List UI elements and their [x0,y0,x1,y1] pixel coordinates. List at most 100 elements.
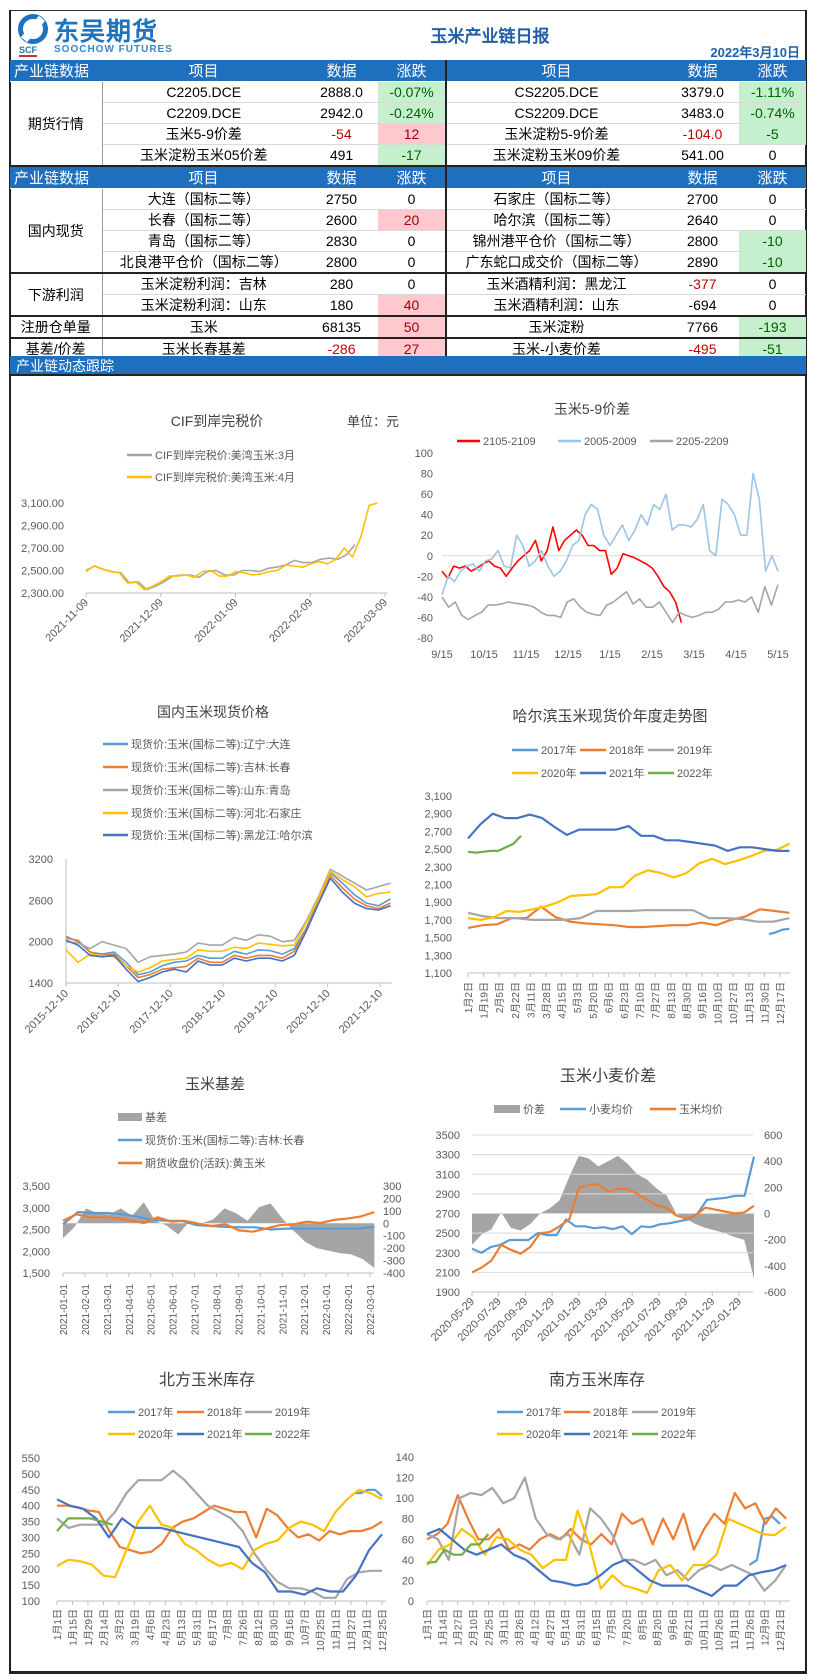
group-label: 期货行情 [10,81,103,167]
y-tick-label: 500 [22,1469,40,1481]
y-tick-label: 2,500.00 [21,566,64,578]
item-change: -10 [739,251,806,274]
series-line-1 [85,502,378,591]
table-header-row: 产业链数据 项目 数据 涨跌 项目 数据 涨跌 [10,60,806,82]
chart-corn-wheat-spread: 玉米小麦价差 1900 2100 2300 2500 2700 2900 3100 3300 35… [429,1067,786,1344]
y2-tick-label: 0 [383,1218,389,1230]
series-line-5 [467,835,522,854]
legend-label: 2018年 [593,1405,628,1419]
legend-label: 2019年 [677,743,712,757]
x-tick-label: 5月3日 [572,982,584,1013]
item-change: 0 [378,251,447,274]
item-name: 玉米淀粉利润：山东 [102,294,305,317]
x-tick-label: 4/15 [725,649,746,661]
x-tick-label: 7月20日 [622,1609,634,1646]
report-title: 玉米产业链日报 [430,27,550,46]
item-value: 491 [305,144,378,167]
x-tick-label: 12/15 [554,649,582,661]
x-tick-label: 2016-12-10 [75,988,123,1036]
item-value: 2830 [305,230,378,252]
legend-label: 现货价:玉米(国标二等):吉林:长春 [145,1133,305,1147]
chart-title: 国内玉米现货价格 [157,704,269,720]
series-area-0 [63,1202,375,1268]
x-tick-label: 2022-01-01 [322,1284,333,1336]
chart-title: 南方玉米库存 [549,1371,645,1389]
legend-label: 2018年 [207,1405,242,1419]
item-name: 玉米 [102,316,305,339]
legend-label: 2018年 [609,743,644,757]
x-tick-label: 3月2日 [114,1609,126,1640]
legend-label: CIF到岸完税价:美湾玉米:3月 [155,448,295,462]
x-tick-label: 6月6日 [603,982,615,1013]
x-tick-label: 5月20日 [588,982,600,1019]
chart-unit-label: 单位：元 [347,414,399,429]
y-tick-label: 1,900 [424,897,452,909]
y-tick-label: 2900 [436,1189,460,1201]
x-tick-label: 9/15 [431,649,452,661]
x-tick-label: 3月28日 [541,982,553,1019]
y-tick-label: 2,900 [424,809,452,821]
legend-label: 期货收盘价(活跃):黄玉米 [145,1156,265,1170]
x-tick-label: 2019-12-10 [232,988,280,1036]
y-tick-label: 2,000 [22,1246,50,1258]
x-tick-label: 4月6日 [145,1609,157,1640]
x-tick-label: 2021-01-01 [59,1284,70,1336]
legend-label: 2020年 [138,1427,173,1441]
y-tick-label: 2,700 [424,826,452,838]
x-tick-label: 9月21日 [683,1609,695,1646]
y-tick-label: 120 [396,1473,414,1485]
y-tick-label: 100 [396,1493,414,1505]
item-name: 长春（国标二等） [102,209,305,231]
item-change: 0 [378,273,447,295]
x-tick-label: 4月27日 [545,1609,557,1646]
table-row: 注册仓单量 玉米 68135 50 玉米淀粉 7766 -193 [10,316,806,339]
y-tick-label: 3,100.00 [21,498,64,510]
x-tick-label: 2022-02-01 [344,1284,355,1336]
item-name: 玉米淀粉玉米09价差 [446,144,666,167]
series-line-1 [62,1210,375,1231]
series-line-5 [56,1517,113,1532]
legend-label: 2021年 [609,766,644,780]
x-tick-label: 5/15 [767,649,788,661]
y2-tick-label: -400 [764,1261,786,1273]
item-change: 0 [739,273,806,295]
x-tick-label: 2021-08-01 [213,1284,224,1336]
x-tick-label: 9月16日 [284,1609,296,1646]
y-tick-label: 3,100 [424,791,452,803]
x-tick-label: 8月30日 [269,1609,281,1646]
item-name: C2209.DCE [102,102,305,124]
x-tick-label: 4月23日 [160,1609,172,1646]
item-change: 0 [739,209,806,231]
item-name: 哈尔滨（国标二等） [446,209,666,231]
x-tick-label: 8月5日 [637,1609,649,1640]
x-tick-label: 7月8日 [222,1609,234,1640]
x-tick-label: 8月13日 [666,982,678,1019]
item-change: 12 [378,123,447,145]
legend-swatch [494,1105,520,1113]
y-tick-label: 40 [421,510,433,522]
item-name: CS2209.DCE [446,102,666,124]
x-tick-label: 1月27日 [453,1609,465,1646]
group-label: 注册仓单量 [10,316,103,339]
table-row: 北良港平仓价（国标二等） 2800 0 广东蛇口成交价（国标二等） 2890 -10 [10,251,806,274]
x-tick-label: 2021-11-09 [43,597,91,645]
x-tick-label: 10月10日 [713,982,725,1024]
item-value: 3379.0 [666,81,739,103]
column-header: 涨跌 [739,166,806,189]
logo-abbreviation: SCF [19,45,37,57]
table-row: 国内现货 大连（国标二等） 2750 0 石家庄（国标二等） 2700 0 [10,188,806,274]
column-header: 数据 [305,60,378,82]
x-tick-label: 10月11日 [698,1609,710,1651]
item-name: CS2205.DCE [446,81,666,103]
x-tick-label: 2021-12-10 [337,988,385,1036]
legend-label: 2017年 [138,1405,173,1419]
series-area-0 [472,1155,754,1279]
item-name: 玉米酒精利润：黑龙江 [446,273,666,295]
y-tick-label: 2300 [436,1248,460,1260]
chart-title: 北方玉米库存 [159,1371,255,1389]
x-tick-label: 2月10日 [468,1609,480,1646]
y-tick-label: 0 [408,1596,414,1608]
industry-chain-data-table: 产业链数据 项目 数据 涨跌 项目 数据 涨跌 期货行情 C2205.DCE 2888.0 -0.0… [10,60,806,361]
x-tick-label: 7月10日 [635,982,647,1019]
